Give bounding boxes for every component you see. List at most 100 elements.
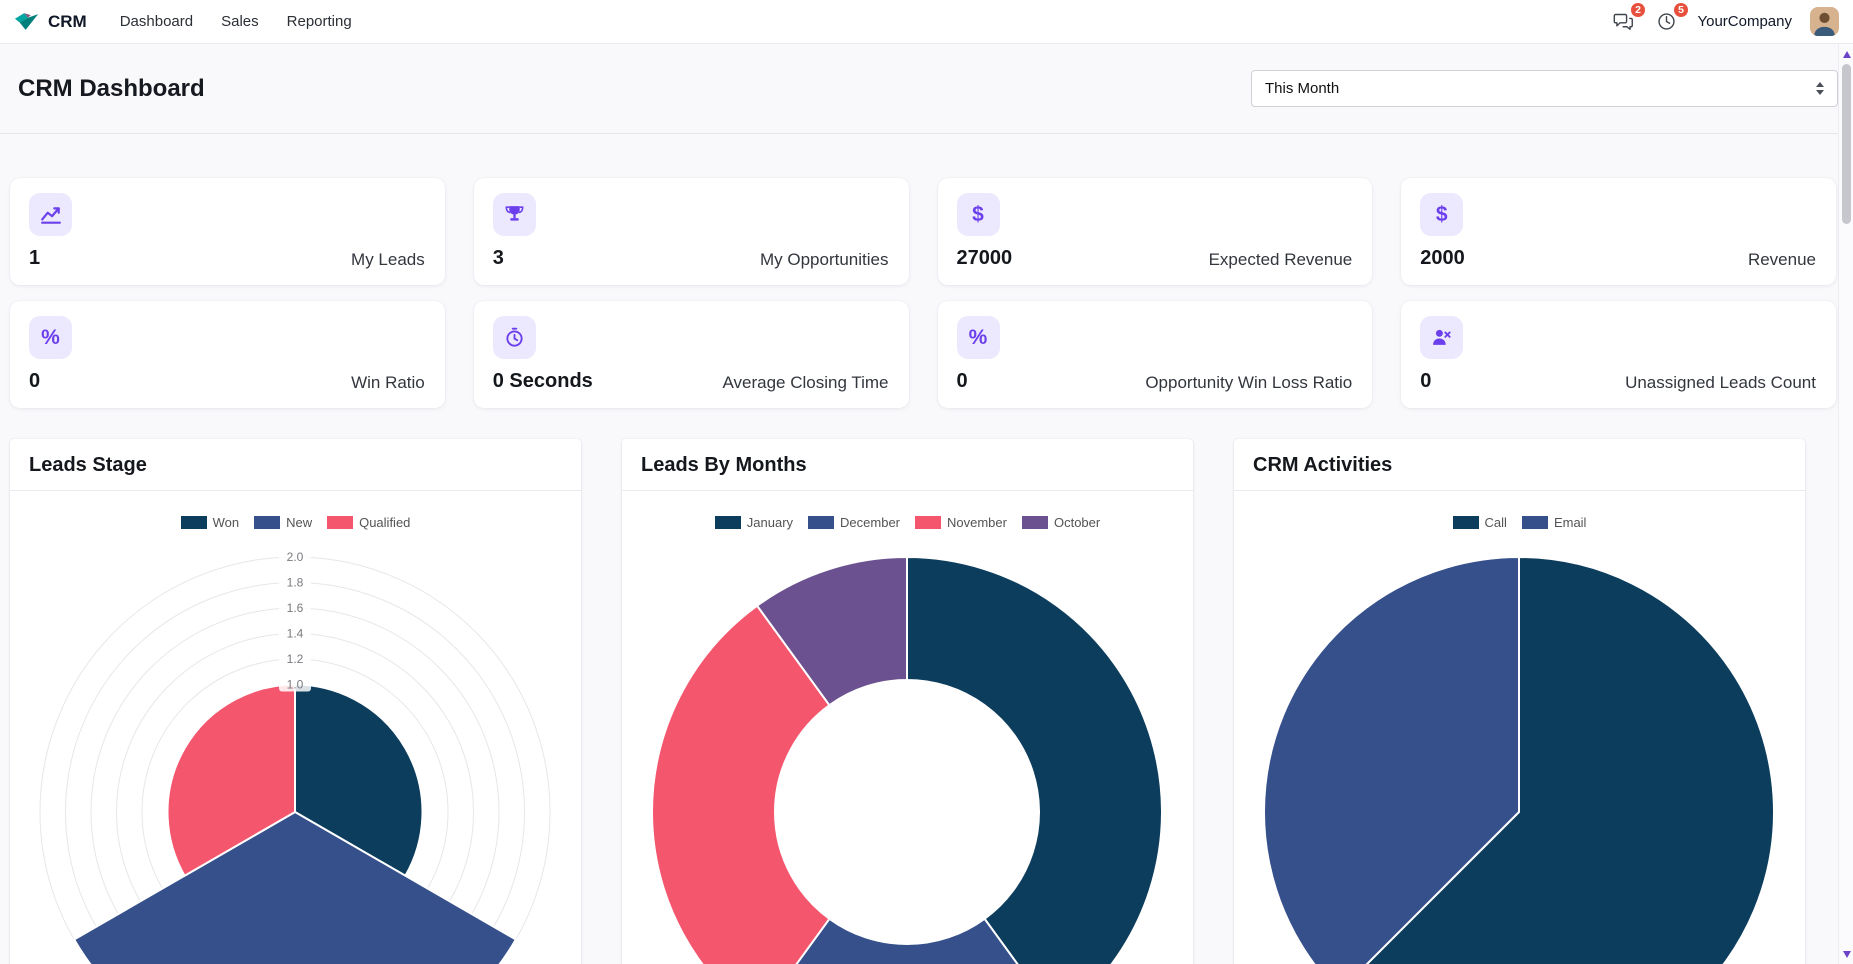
legend-item-october[interactable]: October <box>1021 515 1101 530</box>
legend-item-call[interactable]: Call <box>1452 515 1507 530</box>
select-arrows-icon <box>1816 82 1824 95</box>
page-title: CRM Dashboard <box>18 74 205 102</box>
chart-legend: Call Email <box>1234 515 1805 530</box>
legend-swatch <box>1021 516 1048 529</box>
app-name[interactable]: CRM <box>48 11 87 31</box>
legend-swatch <box>714 516 741 529</box>
kpi-card-win-ratio: % 0 Win Ratio <box>10 301 445 408</box>
charts-grid: Leads Stage Won New Qualified 2.0 1.8 1.6 1.4… <box>10 439 1853 964</box>
company-switcher[interactable]: YourCompany <box>1697 13 1792 30</box>
chart-legend: Won New Qualified <box>10 515 581 530</box>
percent-icon: % <box>956 316 1000 359</box>
app-switcher[interactable]: CRM <box>14 12 87 32</box>
kpi-label: Win Ratio <box>351 373 425 392</box>
legend-label: Won <box>212 515 240 530</box>
kpi-label: Expected Revenue <box>1208 250 1353 269</box>
legend-item-email[interactable]: Email <box>1521 515 1587 530</box>
kpi-label: Opportunity Win Loss Ratio <box>1145 373 1353 392</box>
dollar-icon: $ <box>956 193 1000 236</box>
radial-tick-label: 1.4 <box>287 627 304 641</box>
legend-item-won[interactable]: Won <box>180 515 240 530</box>
kpi-card-revenue: $ 2000 Revenue <box>1401 178 1836 285</box>
legend-swatch <box>1521 516 1548 529</box>
legend-item-qualified[interactable]: Qualified <box>327 515 410 530</box>
kpi-card-my-opportunities: 3 My Opportunities <box>473 178 909 285</box>
activities-badge: 5 <box>1673 3 1689 17</box>
new-slice[interactable] <box>72 810 518 964</box>
kpi-label: My Leads <box>351 250 425 269</box>
kpi-value: 3 <box>492 247 504 269</box>
legend-swatch <box>915 516 941 529</box>
legend-item-december[interactable]: December <box>808 515 900 530</box>
kpi-value: 1 <box>29 247 41 269</box>
email-slice[interactable] <box>1263 555 1520 964</box>
messages-button[interactable]: 2 <box>1611 3 1646 34</box>
kpi-value: 0 <box>29 370 41 392</box>
legend-label: December <box>840 515 900 530</box>
qualified-slice[interactable] <box>166 683 296 878</box>
menu-item-reporting[interactable]: Reporting <box>286 13 352 30</box>
clock-icon <box>1656 11 1677 32</box>
october-slice[interactable] <box>755 555 908 707</box>
chart-title: CRM Activities <box>1253 454 1393 476</box>
legend-label: New <box>286 515 313 530</box>
november-slice[interactable] <box>651 604 831 964</box>
chart-legend: January December November October <box>622 515 1193 530</box>
menu-item-sales[interactable]: Sales <box>221 13 259 30</box>
menu-item-dashboard[interactable]: Dashboard <box>119 13 194 30</box>
kpi-value: 0 <box>1420 370 1432 392</box>
radial-tick-label: 1.0 <box>287 678 304 692</box>
radial-tick-label: 1.6 <box>287 601 304 615</box>
kpi-label: My Opportunities <box>760 250 889 269</box>
kpi-card-average-closing-time: 0 Seconds Average Closing Time <box>473 301 909 408</box>
legend-swatch <box>327 516 354 529</box>
legend-label: Qualified <box>359 515 411 530</box>
activities-button[interactable]: 5 <box>1654 3 1689 34</box>
leads-stage-panel: Leads Stage Won New Qualified 2.0 1.8 1.6 1.4… <box>10 439 581 964</box>
kpi-card-my-leads: 1 My Leads <box>10 178 445 285</box>
legend-swatch <box>254 516 281 529</box>
kpi-grid: 1 My Leads 3 My Opportunities $ 27000 Ex… <box>10 178 1836 408</box>
percent-icon: % <box>29 316 72 359</box>
legend-swatch <box>180 516 207 529</box>
clock-icon <box>492 316 536 359</box>
period-filter-select[interactable]: This Month <box>1251 70 1838 107</box>
kpi-value: 0 Seconds <box>492 370 593 392</box>
legend-label: October <box>1053 515 1101 530</box>
kpi-label: Revenue <box>1747 250 1816 269</box>
scroll-down-arrow[interactable] <box>1839 946 1853 962</box>
kpi-value: 2000 <box>1420 247 1465 269</box>
kpi-label: Unassigned Leads Count <box>1625 373 1816 392</box>
scrollbar-thumb[interactable] <box>1842 64 1851 224</box>
chart-title: Leads By Months <box>641 454 807 476</box>
legend-item-november[interactable]: November <box>915 515 1007 530</box>
user-avatar[interactable] <box>1810 7 1839 36</box>
period-filter-value: This Month <box>1265 80 1340 97</box>
january-slice[interactable] <box>906 555 1163 964</box>
legend-item-january[interactable]: January <box>714 515 794 530</box>
legend-label: Email <box>1553 515 1587 530</box>
kpi-value: 27000 <box>956 247 1013 269</box>
legend-label: January <box>746 515 794 530</box>
call-slice[interactable] <box>1339 555 1775 964</box>
messages-badge: 2 <box>1630 3 1646 17</box>
legend-label: Call <box>1484 515 1507 530</box>
main-menu: Dashboard Sales Reporting <box>109 6 363 37</box>
won-slice[interactable] <box>294 683 424 878</box>
kpi-card-opportunity-win-loss-ratio: % 0 Opportunity Win Loss Ratio <box>937 301 1373 408</box>
radial-tick-label: 1.2 <box>287 652 304 666</box>
december-slice[interactable] <box>757 917 1057 964</box>
radial-tick-label: 1.8 <box>287 576 304 590</box>
scroll-up-arrow[interactable] <box>1839 46 1853 62</box>
leads-by-months-doughnut-chart <box>651 555 1163 964</box>
crm-activities-pie-chart <box>1263 555 1775 964</box>
kpi-value: 0 <box>956 370 968 392</box>
leads-by-months-panel: Leads By Months January December November O… <box>622 439 1193 964</box>
kpi-card-unassigned-leads-count: 0 Unassigned Leads Count <box>1401 301 1836 408</box>
legend-item-new[interactable]: New <box>254 515 312 530</box>
vertical-scrollbar <box>1838 44 1853 964</box>
radial-tick-label: 2.0 <box>287 550 304 564</box>
legend-swatch <box>808 516 835 529</box>
kpi-label: Average Closing Time <box>722 373 889 392</box>
dashboard-header: CRM Dashboard This Month <box>0 44 1853 134</box>
